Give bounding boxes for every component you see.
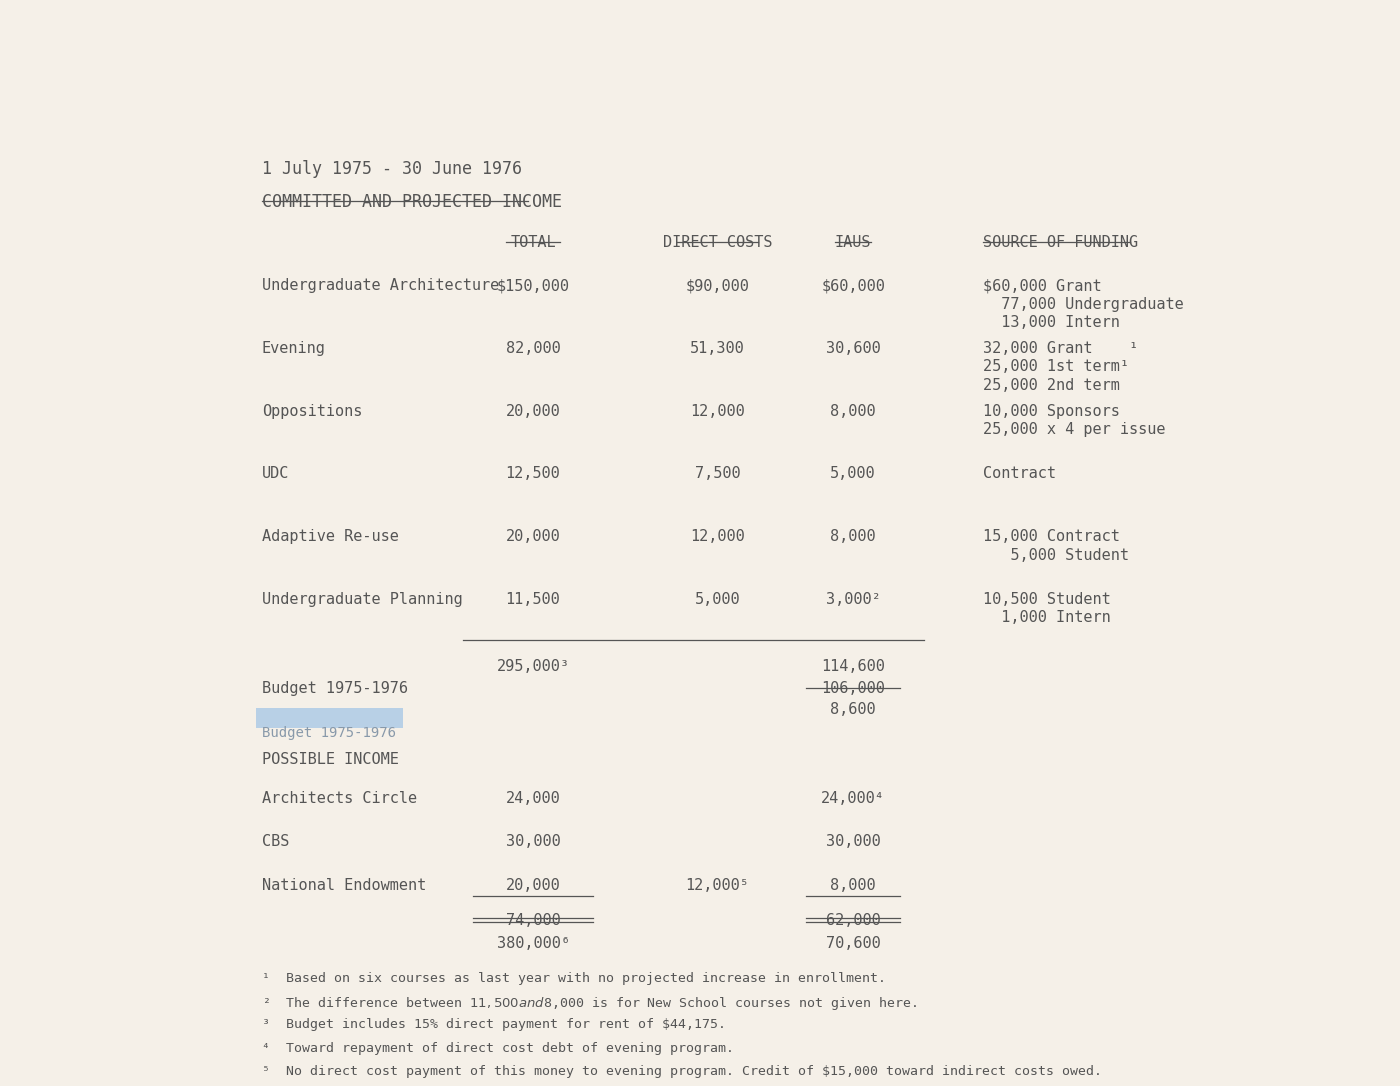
FancyBboxPatch shape [256, 708, 403, 729]
Text: $90,000: $90,000 [686, 278, 749, 293]
Text: 8,000: 8,000 [830, 529, 876, 544]
Text: Budget 1975-1976: Budget 1975-1976 [262, 725, 396, 740]
Text: 25,000 1st term¹: 25,000 1st term¹ [983, 359, 1130, 375]
Text: SOURCE OF FUNDING: SOURCE OF FUNDING [983, 235, 1138, 250]
Text: 77,000 Undergraduate: 77,000 Undergraduate [983, 296, 1184, 312]
Text: 12,500: 12,500 [505, 467, 560, 481]
Text: 12,000⁵: 12,000⁵ [686, 877, 749, 893]
Text: 380,000⁶: 380,000⁶ [497, 936, 570, 951]
Text: Undergraduate Planning: Undergraduate Planning [262, 592, 462, 607]
Text: ⁵  No direct cost payment of this money to evening program. Credit of $15,000 to: ⁵ No direct cost payment of this money t… [262, 1065, 1102, 1078]
Text: 5,000 Student: 5,000 Student [983, 547, 1130, 563]
Text: 295,000³: 295,000³ [497, 659, 570, 673]
Text: Contract: Contract [983, 467, 1057, 481]
Text: 15,000 Contract: 15,000 Contract [983, 529, 1120, 544]
Text: 12,000: 12,000 [690, 529, 745, 544]
Text: 13,000 Intern: 13,000 Intern [983, 315, 1120, 330]
Text: 20,000: 20,000 [505, 877, 560, 893]
Text: Evening: Evening [262, 341, 326, 356]
Text: 30,000: 30,000 [826, 834, 881, 849]
Text: Architects Circle: Architects Circle [262, 791, 417, 806]
Text: ⁴  Toward repayment of direct cost debt of evening program.: ⁴ Toward repayment of direct cost debt o… [262, 1041, 734, 1055]
Text: 8,000: 8,000 [830, 877, 876, 893]
Text: 51,300: 51,300 [690, 341, 745, 356]
Text: 20,000: 20,000 [505, 529, 560, 544]
Text: 11,500: 11,500 [505, 592, 560, 607]
Text: 24,000: 24,000 [505, 791, 560, 806]
Text: 1 July 1975 - 30 June 1976: 1 July 1975 - 30 June 1976 [262, 160, 522, 178]
Text: 7,500: 7,500 [694, 467, 741, 481]
Text: 5,000: 5,000 [830, 467, 876, 481]
Text: 70,600: 70,600 [826, 936, 881, 951]
Text: $60,000 Grant: $60,000 Grant [983, 278, 1102, 293]
Text: DIRECT COSTS: DIRECT COSTS [662, 235, 773, 250]
Text: National Endowment: National Endowment [262, 877, 426, 893]
Text: 30,000: 30,000 [505, 834, 560, 849]
Text: CBS: CBS [262, 834, 290, 849]
Text: UDC: UDC [262, 467, 290, 481]
Text: TOTAL: TOTAL [510, 235, 556, 250]
Text: 10,000 Sponsors: 10,000 Sponsors [983, 404, 1120, 419]
Text: 25,000 2nd term: 25,000 2nd term [983, 378, 1120, 393]
Text: 1,000 Intern: 1,000 Intern [983, 610, 1112, 626]
Text: 20,000: 20,000 [505, 404, 560, 419]
Text: 5,000: 5,000 [694, 592, 741, 607]
Text: POSSIBLE INCOME: POSSIBLE INCOME [262, 753, 399, 768]
Text: 24,000⁴: 24,000⁴ [822, 791, 885, 806]
Text: COMMITTED AND PROJECTED INCOME: COMMITTED AND PROJECTED INCOME [262, 193, 561, 211]
Text: 114,600: 114,600 [822, 659, 885, 673]
Text: Undergraduate Architecture: Undergraduate Architecture [262, 278, 498, 293]
Text: 10,500 Student: 10,500 Student [983, 592, 1112, 607]
Text: ³  Budget includes 15% direct payment for rent of $44,175.: ³ Budget includes 15% direct payment for… [262, 1019, 725, 1032]
Text: 30,600: 30,600 [826, 341, 881, 356]
Text: 106,000: 106,000 [822, 681, 885, 695]
Text: Budget 1975-1976: Budget 1975-1976 [262, 681, 407, 695]
Text: $150,000: $150,000 [497, 278, 570, 293]
Text: 82,000: 82,000 [505, 341, 560, 356]
Text: 3,000²: 3,000² [826, 592, 881, 607]
Text: $60,000: $60,000 [822, 278, 885, 293]
Text: 74,000: 74,000 [505, 913, 560, 929]
Text: ¹  Based on six courses as last year with no projected increase in enrollment.: ¹ Based on six courses as last year with… [262, 972, 886, 985]
Text: 12,000: 12,000 [690, 404, 745, 419]
Text: 8,000: 8,000 [830, 404, 876, 419]
Text: 32,000 Grant    ¹: 32,000 Grant ¹ [983, 341, 1138, 356]
Text: 25,000 x 4 per issue: 25,000 x 4 per issue [983, 422, 1166, 438]
Text: Oppositions: Oppositions [262, 404, 363, 419]
Text: ²  The difference between $11,500 and $8,000 is for New School courses not given: ² The difference between $11,500 and $8,… [262, 995, 917, 1012]
Text: 8,600: 8,600 [830, 703, 876, 717]
Text: Adaptive Re-use: Adaptive Re-use [262, 529, 399, 544]
Text: IAUS: IAUS [834, 235, 871, 250]
Text: 62,000: 62,000 [826, 913, 881, 929]
